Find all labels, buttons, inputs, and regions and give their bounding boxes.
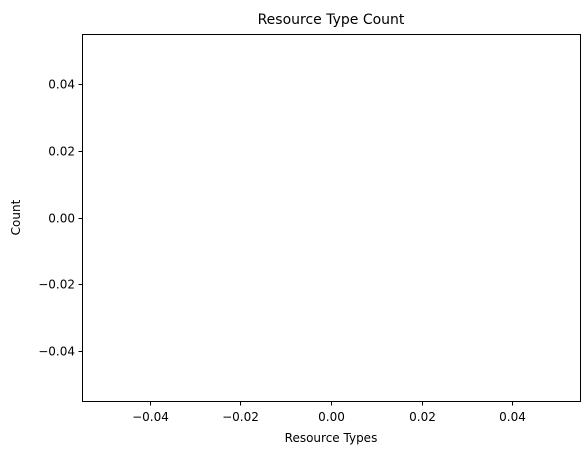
y-axis-ticks: −0.04 −0.02 0.00 0.02 0.04	[38, 78, 83, 359]
y-tick-label: 0.00	[48, 212, 75, 226]
y-axis-label: Count	[9, 199, 23, 235]
x-axis-ticks: −0.04 −0.02 0.00 0.02 0.04	[132, 401, 526, 424]
chart-title: Resource Type Count	[258, 12, 405, 28]
x-tick-label: 0.02	[409, 410, 436, 424]
plot-area	[82, 34, 581, 402]
x-tick-label: 0.04	[499, 410, 526, 424]
x-tick-label: 0.00	[318, 410, 345, 424]
y-tick-label: 0.04	[48, 78, 75, 92]
x-tick-label: −0.04	[132, 410, 169, 424]
y-tick-label: −0.02	[38, 278, 75, 292]
x-axis-label: Resource Types	[285, 431, 378, 445]
y-tick-label: 0.02	[48, 145, 75, 159]
y-tick-label: −0.04	[38, 345, 75, 359]
x-tick-label: −0.02	[222, 410, 259, 424]
